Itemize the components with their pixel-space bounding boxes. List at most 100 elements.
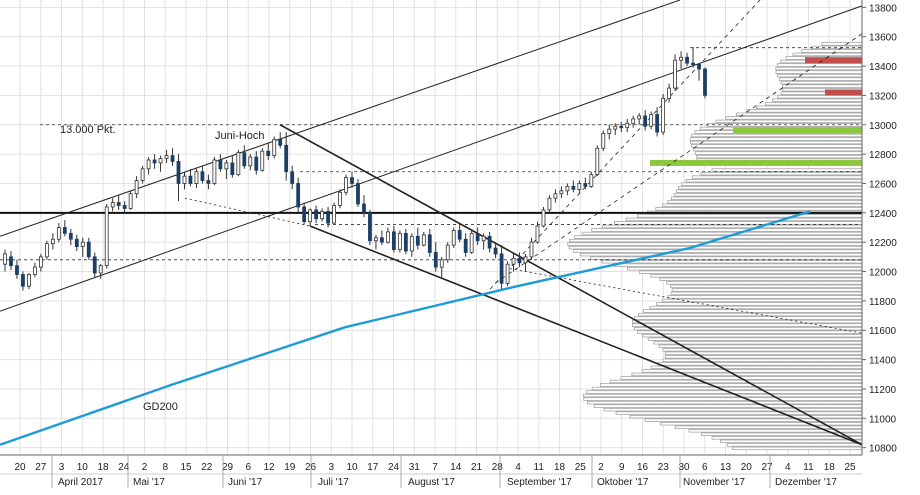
candle-body	[27, 274, 31, 287]
candle-body	[296, 183, 301, 208]
volume-bar	[615, 411, 863, 415]
trend-line	[0, 0, 681, 237]
candle-body	[409, 235, 414, 252]
x-day-label: 14	[450, 462, 462, 473]
candle-body	[493, 247, 498, 255]
candle-body	[146, 159, 151, 170]
candle-body	[104, 206, 109, 267]
volume-bar	[776, 73, 863, 78]
candle-body	[421, 234, 426, 246]
y-tick-label: 11200	[869, 385, 897, 396]
candle-body	[302, 206, 307, 223]
volume-bar	[671, 288, 863, 292]
volume-bar	[614, 263, 863, 267]
volume-bar	[629, 415, 863, 419]
candle-body	[152, 159, 157, 164]
candle-body	[320, 210, 324, 220]
x-day-label: 4	[515, 462, 521, 473]
candle-body	[541, 209, 546, 227]
volume-bar	[782, 84, 863, 88]
candle-body	[649, 114, 654, 127]
volume-bar	[657, 362, 863, 366]
candle-body	[595, 147, 600, 176]
candle-body	[427, 234, 432, 253]
volume-bar	[681, 182, 863, 186]
volume-bar	[590, 256, 863, 260]
candle-body	[637, 115, 642, 120]
candle-body	[3, 253, 7, 265]
volume-bar	[691, 175, 863, 179]
volume-bar	[678, 186, 863, 190]
candle-body	[499, 253, 504, 284]
x-month-label: Juli '17	[318, 477, 349, 488]
level-label: 13.000 Pkt.	[60, 124, 116, 136]
candle-body	[200, 171, 205, 181]
candle-body	[122, 205, 127, 209]
volume-bar	[655, 207, 863, 211]
candle-body	[68, 232, 73, 240]
candle-body	[242, 152, 247, 167]
x-month-label: April 2017	[58, 477, 103, 488]
candle-body	[314, 209, 319, 220]
x-day-label: 15	[180, 462, 192, 473]
candle-body	[110, 202, 115, 208]
volume-bar	[756, 105, 863, 109]
candle-body	[481, 235, 486, 242]
volume-bar	[656, 302, 863, 306]
volume-bar	[673, 193, 863, 197]
candle-body	[547, 197, 552, 211]
volume-bar	[662, 203, 863, 208]
resistance-zone	[805, 57, 862, 64]
x-month-label: Dezember '17	[775, 477, 837, 488]
volume-bar	[764, 102, 863, 106]
candle-body	[583, 183, 588, 187]
x-day-label: 11	[803, 462, 814, 473]
volume-bar	[726, 443, 863, 447]
candle-body	[661, 97, 666, 133]
ma-label: GD200	[143, 401, 178, 413]
volume-bar	[675, 189, 863, 193]
x-day-label: 21	[471, 462, 483, 473]
volume-bar	[674, 425, 863, 429]
volume-profile	[567, 42, 863, 451]
volume-bar	[634, 316, 863, 320]
x-day-label: 12	[263, 462, 275, 473]
volume-bar	[631, 323, 863, 327]
x-day-label: 25	[575, 462, 587, 473]
volume-bar	[632, 319, 863, 324]
volume-bar	[778, 77, 863, 81]
volume-bar	[650, 365, 863, 370]
volume-bar	[586, 390, 863, 394]
trend-line	[309, 225, 863, 446]
volume-bar	[776, 63, 863, 67]
candle-body	[194, 171, 199, 184]
y-tick-label: 12600	[869, 179, 897, 190]
volume-bar	[602, 224, 863, 229]
x-day-label: 22	[201, 462, 213, 473]
candle-body	[248, 156, 253, 167]
candle-body	[212, 159, 217, 184]
candle-body	[505, 263, 510, 284]
volume-bar	[662, 298, 863, 303]
trend-lines	[0, 0, 863, 446]
candle-body	[368, 212, 372, 242]
volume-bar	[670, 284, 863, 289]
x-day-label: 2	[142, 462, 148, 473]
volume-bar	[658, 344, 863, 348]
y-tick-label: 11800	[869, 297, 897, 308]
volume-bar	[662, 348, 863, 352]
candle-body	[589, 174, 594, 187]
volume-bar	[601, 260, 863, 264]
x-day-label: 6	[245, 462, 251, 473]
volume-bar	[691, 144, 863, 148]
candle-body	[134, 180, 139, 195]
candle-body	[415, 235, 420, 246]
candle-body	[673, 59, 677, 89]
candle-body	[170, 155, 175, 162]
x-day-label: 9	[619, 462, 625, 473]
candle-body	[613, 125, 618, 130]
y-tick-label: 13400	[869, 62, 897, 73]
candle-body	[164, 155, 169, 159]
candle-body	[445, 244, 450, 261]
